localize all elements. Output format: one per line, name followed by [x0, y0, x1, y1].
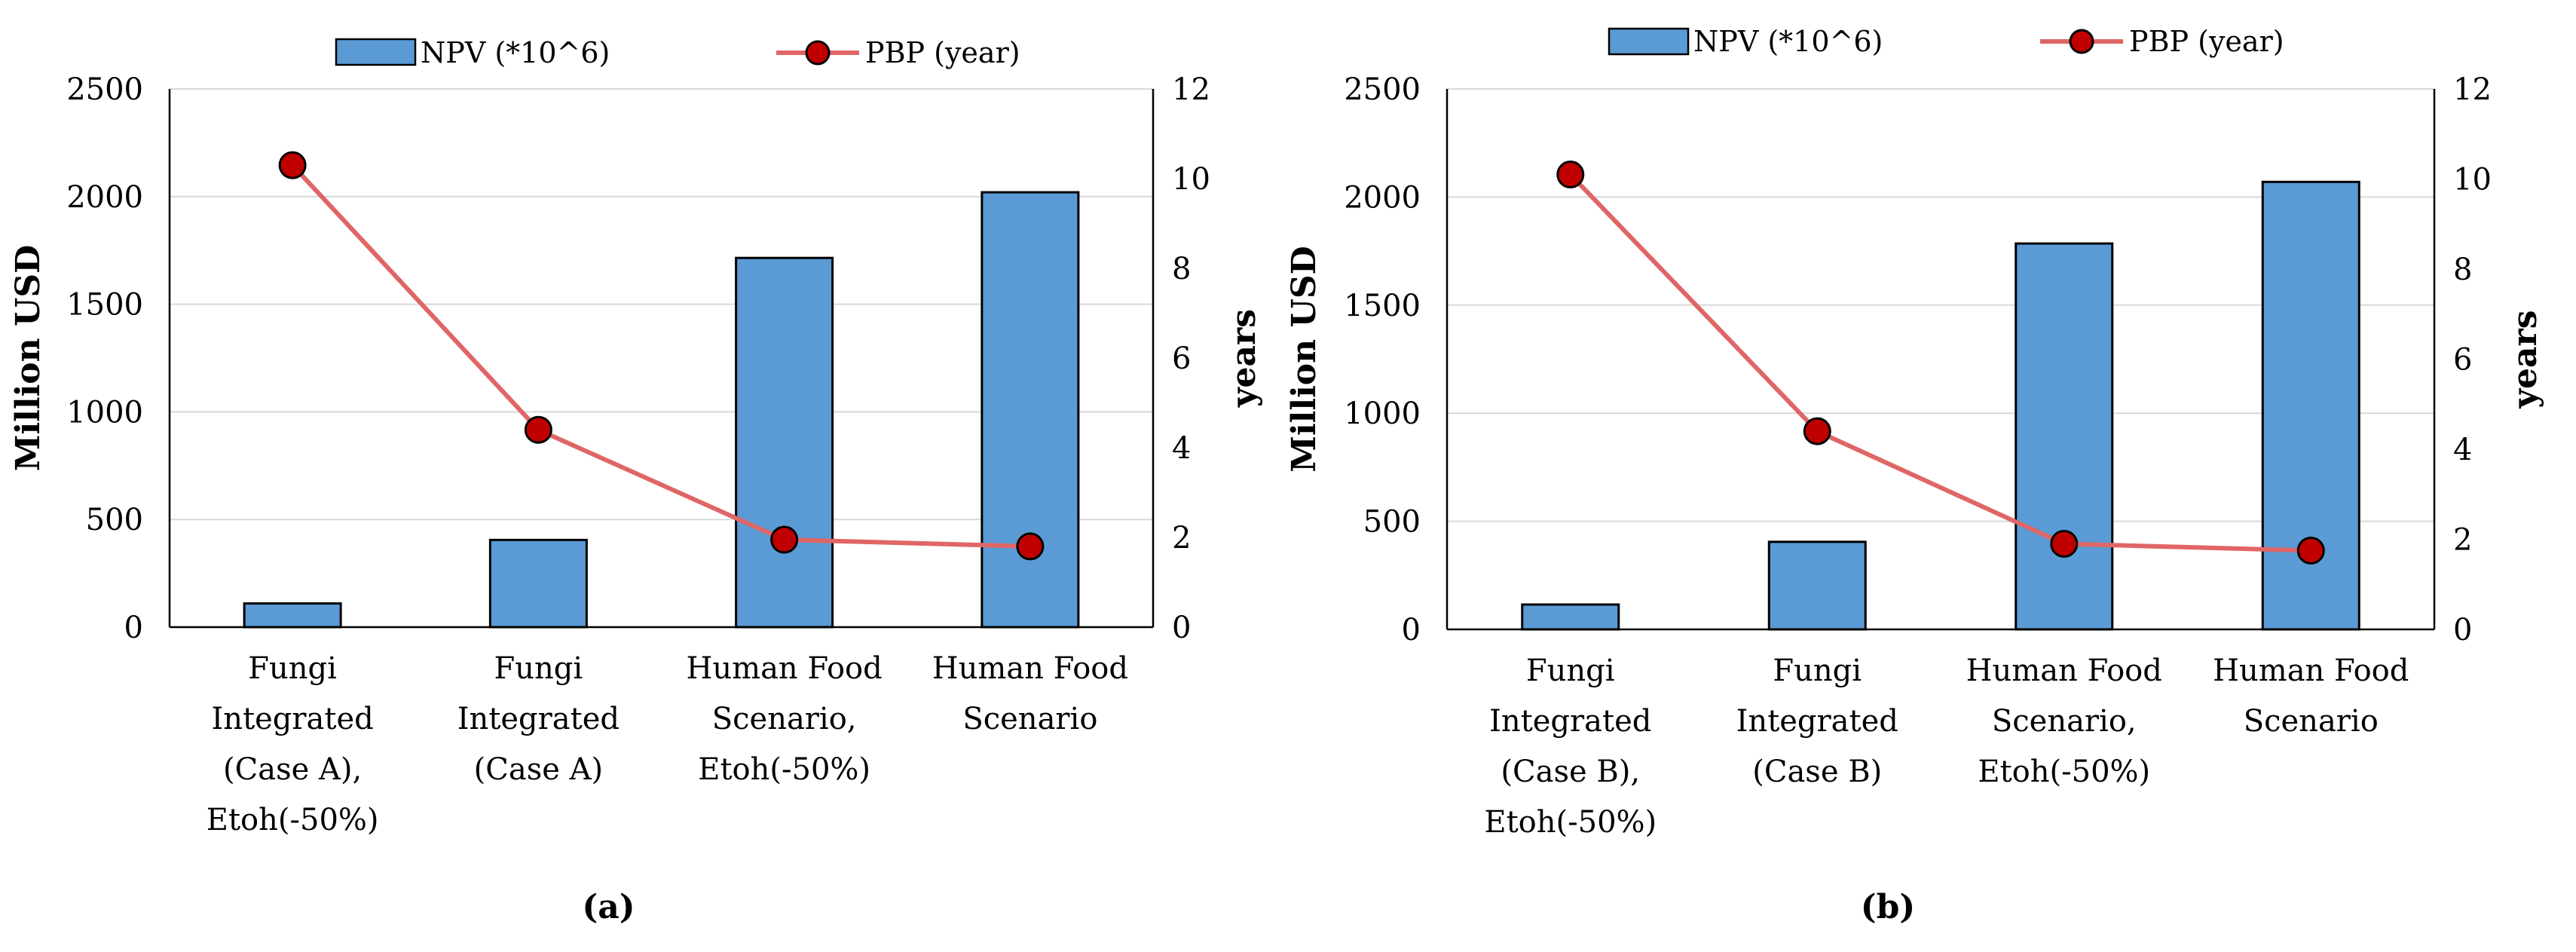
y-tick-label: 0	[1402, 613, 1421, 647]
x-tick-label: Human Food Scenario	[2213, 654, 2409, 739]
y-tick-label: 1500	[1344, 289, 1421, 323]
legend-label-pbp: PBP (year)	[865, 36, 1020, 69]
y-tick-label: 0	[124, 611, 143, 645]
y-axis-title: Million USD	[9, 245, 47, 472]
y2-tick-label: 10	[1172, 162, 1210, 197]
y2-tick-label: 4	[1172, 431, 1191, 466]
y2-tick-label: 0	[2453, 613, 2472, 647]
y-tick-label: 500	[86, 503, 143, 537]
x-tick-label: Fungi Integrated (Case B), Etoh(-50%)	[1484, 654, 1657, 840]
pbp-point	[770, 525, 799, 554]
pbp-point	[1016, 532, 1045, 561]
y-tick-label: 2500	[1344, 72, 1421, 107]
y2-tick-label: 10	[2453, 163, 2492, 197]
y2-tick-label: 6	[1172, 341, 1191, 376]
y2-tick-label: 6	[2453, 343, 2472, 378]
legend-label-npv: NPV (*10^6)	[1693, 25, 1883, 58]
bar	[1767, 540, 1867, 631]
pbp-point	[2296, 536, 2325, 565]
legend-label-pbp: PBP (year)	[2129, 25, 2284, 58]
x-tick-label: Fungi Integrated (Case A)	[457, 651, 620, 787]
y-tick-label: 2000	[1344, 180, 1421, 215]
pbp-point	[524, 415, 552, 444]
y2-axis-title: years	[1225, 309, 1263, 408]
legend-swatch-npv	[335, 38, 417, 66]
y2-tick-label: 2	[2453, 523, 2472, 558]
bar	[1521, 603, 1620, 631]
y-tick-label: 2000	[66, 180, 143, 215]
panel-label: (b)	[1861, 888, 1915, 926]
y2-tick-label: 12	[1172, 72, 1210, 107]
x-tick-label: Fungi Integrated (Case A), Etoh(-50%)	[207, 651, 379, 837]
y2-tick-label: 8	[2453, 253, 2472, 287]
x-tick-label: Fungi Integrated (Case B)	[1736, 654, 1898, 789]
y-tick-label: 1000	[1344, 396, 1421, 431]
y2-tick-label: 2	[1172, 521, 1191, 556]
y-axis-title: Million USD	[1285, 246, 1323, 473]
bar	[981, 191, 1080, 629]
bar	[2015, 242, 2114, 631]
bar	[735, 256, 834, 629]
pbp-point	[1556, 161, 1585, 189]
legend-swatch-pbp-marker	[2069, 29, 2094, 54]
y-tick-label: 2500	[66, 72, 143, 107]
x-tick-label: Human Food Scenario	[932, 651, 1128, 736]
y2-axis-title: years	[2506, 310, 2544, 409]
pbp-point	[1803, 417, 1831, 445]
legend-swatch-pbp-marker	[805, 40, 831, 66]
y-tick-label: 1500	[66, 288, 143, 323]
legend-label-npv: NPV (*10^6)	[421, 36, 610, 69]
x-tick-label: Human Food Scenario, Etoh(-50%)	[687, 651, 883, 787]
y2-tick-label: 0	[1172, 611, 1191, 645]
pbp-point	[278, 151, 307, 179]
bar	[488, 538, 588, 629]
pbp-point	[2050, 529, 2079, 558]
y2-tick-label: 4	[2453, 433, 2472, 467]
panel-b: 0 500 1000 1500 2000 2500 0 2 4 6 8 10 12 Fungi Integr…	[1285, 25, 2544, 926]
panel-label: (a)	[582, 888, 635, 926]
legend-swatch-npv	[1608, 27, 1690, 56]
pbp-line	[290, 164, 1030, 549]
y-tick-label: 1000	[66, 395, 143, 430]
pbp-line	[1568, 173, 2311, 553]
panel-a: 0 500 1000 1500 2000 2500 0 2 4 6 8 10 12 Fungi Integr…	[9, 36, 1263, 926]
bar	[243, 602, 342, 629]
y2-tick-label: 8	[1172, 252, 1191, 286]
y2-tick-label: 12	[2453, 72, 2492, 107]
x-tick-label: Human Food Scenario, Etoh(-50%)	[1966, 654, 2162, 789]
y-tick-label: 500	[1363, 505, 1421, 540]
